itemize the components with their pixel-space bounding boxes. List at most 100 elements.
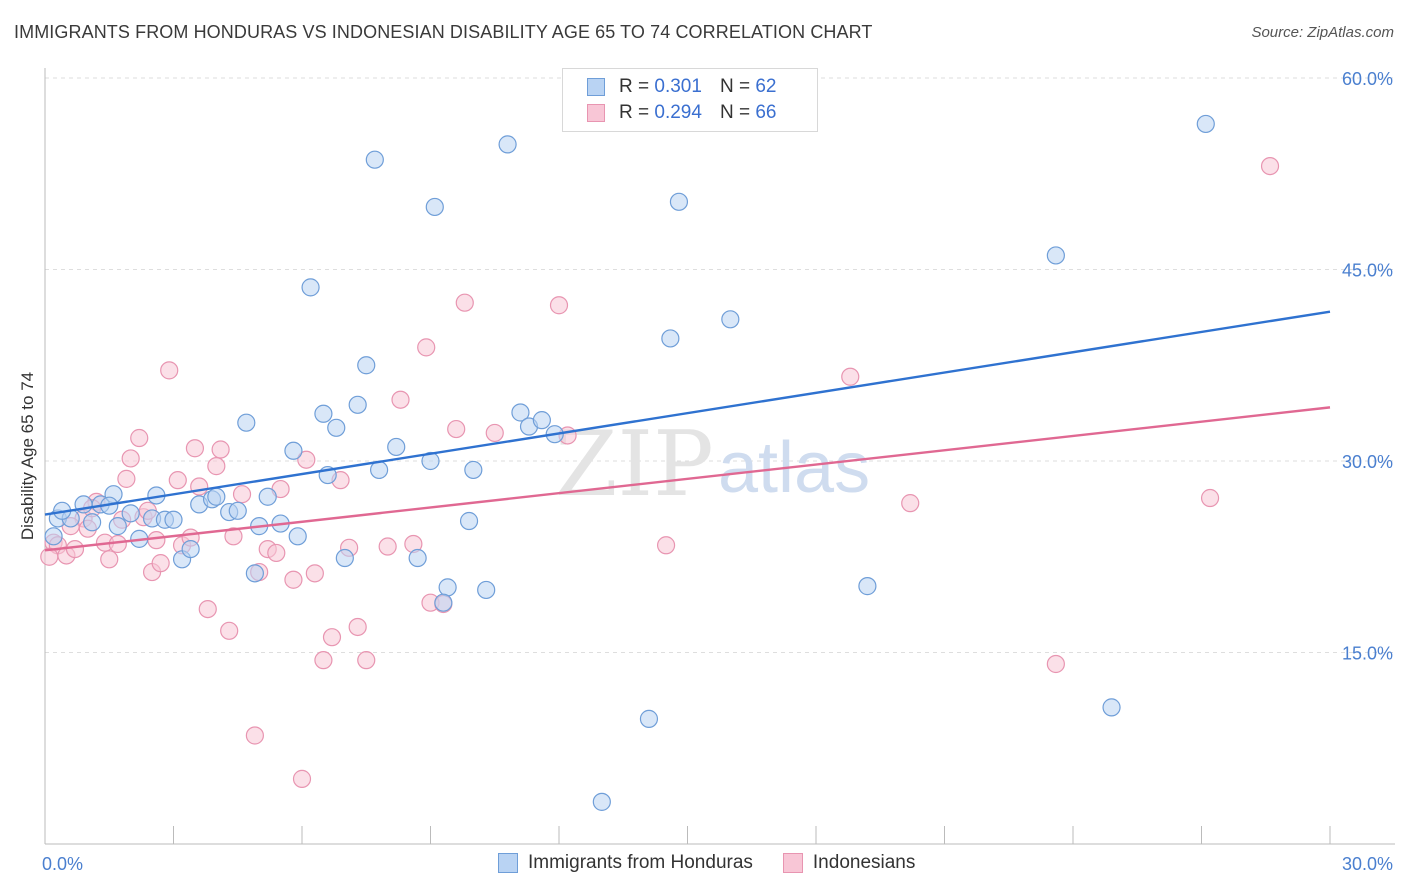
- legend-n-label: N =: [719, 76, 751, 97]
- data-point: [121, 504, 140, 523]
- data-point: [322, 628, 342, 647]
- data-point: [121, 449, 140, 468]
- x-tick-label-max: 30.0%: [1342, 854, 1393, 874]
- data-point: [228, 501, 247, 520]
- legend-swatch-pink: [587, 104, 605, 122]
- data-point: [592, 792, 611, 811]
- data-point: [267, 543, 286, 563]
- data-point: [190, 477, 209, 496]
- data-point: [348, 617, 367, 637]
- data-point: [661, 329, 680, 348]
- data-point: [511, 403, 530, 422]
- data-point: [40, 547, 59, 566]
- data-point: [408, 548, 427, 568]
- data-point: [301, 278, 320, 297]
- data-point: [434, 593, 453, 612]
- data-point: [207, 457, 226, 476]
- data-point: [198, 599, 217, 619]
- legend-swatch-blue: [498, 853, 518, 873]
- series-indonesians: [40, 156, 1280, 788]
- data-point: [549, 296, 569, 315]
- data-point: [224, 527, 243, 546]
- legend-item-indonesians: Indonesians: [782, 852, 916, 874]
- data-point: [164, 510, 183, 529]
- data-point: [391, 390, 410, 409]
- data-point: [1200, 488, 1220, 508]
- data-point: [314, 404, 333, 423]
- series-legend: Immigrants from Honduras Indonesians: [498, 852, 945, 874]
- y-tick-label: 45.0%: [1342, 261, 1393, 281]
- trend-line-honduras: [44, 310, 1331, 516]
- y-tick-label: 30.0%: [1342, 452, 1393, 472]
- legend-n-value: 62: [755, 76, 777, 97]
- data-point: [258, 487, 277, 506]
- y-tick-label: 60.0%: [1342, 69, 1393, 89]
- data-point: [65, 539, 85, 559]
- data-point: [498, 135, 517, 154]
- legend-r-value: 0.301: [654, 76, 702, 97]
- data-point: [151, 554, 170, 573]
- data-point: [245, 726, 264, 745]
- y-tick-label: 15.0%: [1342, 644, 1393, 664]
- watermark: ZIP atlas: [555, 412, 870, 517]
- watermark-zip: ZIP: [555, 412, 714, 517]
- data-point: [284, 570, 303, 589]
- data-point: [220, 621, 239, 640]
- data-point: [297, 450, 316, 469]
- x-tick-label-min: 0.0%: [42, 854, 83, 874]
- data-point: [485, 423, 504, 443]
- data-point: [147, 531, 166, 550]
- data-point: [117, 469, 136, 488]
- data-point: [901, 494, 920, 513]
- data-point: [108, 517, 127, 536]
- data-point: [841, 367, 860, 386]
- source-credit: Source: ZipAtlas.com: [1251, 24, 1394, 41]
- data-point: [447, 419, 466, 439]
- y-axis-label: Disability Age 65 to 74: [18, 372, 37, 540]
- data-point: [335, 548, 354, 568]
- data-point: [288, 527, 307, 546]
- legend-row-blue: R = 0.301 N = 62: [587, 74, 776, 100]
- legend-r-label: R =: [619, 102, 650, 123]
- data-point: [378, 537, 397, 556]
- data-point: [532, 411, 551, 430]
- data-point: [292, 769, 312, 788]
- data-point: [1102, 698, 1121, 717]
- data-point: [464, 460, 483, 480]
- data-point: [100, 550, 119, 569]
- data-point: [721, 310, 740, 329]
- legend-n-value: 66: [755, 102, 777, 123]
- data-point: [185, 439, 205, 458]
- data-point: [1046, 654, 1065, 674]
- data-point: [211, 440, 230, 459]
- legend-label-indonesians: Indonesians: [812, 852, 916, 873]
- data-point: [232, 485, 252, 504]
- legend-r-value: 0.294: [654, 102, 702, 123]
- data-point: [130, 428, 149, 448]
- data-point: [421, 451, 440, 471]
- data-point: [245, 564, 264, 583]
- chart-title: IMMIGRANTS FROM HONDURAS VS INDONESIAN D…: [14, 22, 873, 42]
- data-point: [305, 564, 324, 583]
- data-point: [459, 511, 479, 531]
- data-point: [1260, 156, 1280, 176]
- data-point: [181, 539, 200, 559]
- legend-row-pink: R = 0.294 N = 66: [587, 100, 776, 126]
- legend-item-honduras: Immigrants from Honduras: [498, 852, 753, 874]
- data-point: [83, 513, 102, 532]
- data-point: [284, 441, 303, 460]
- data-point: [168, 471, 187, 490]
- data-point: [1196, 114, 1215, 134]
- data-point: [314, 651, 333, 670]
- data-point: [477, 580, 496, 600]
- legend-label-honduras: Immigrants from Honduras: [528, 852, 753, 873]
- trend-lines: [44, 310, 1331, 552]
- legend-r-label: R =: [619, 76, 650, 97]
- correlation-legend: R = 0.301 N = 62 R = 0.294 N = 66: [562, 68, 818, 132]
- data-point: [417, 338, 436, 357]
- trend-line-indonesians: [44, 406, 1331, 552]
- data-point: [357, 651, 376, 670]
- data-point: [455, 293, 474, 312]
- data-point: [357, 356, 376, 375]
